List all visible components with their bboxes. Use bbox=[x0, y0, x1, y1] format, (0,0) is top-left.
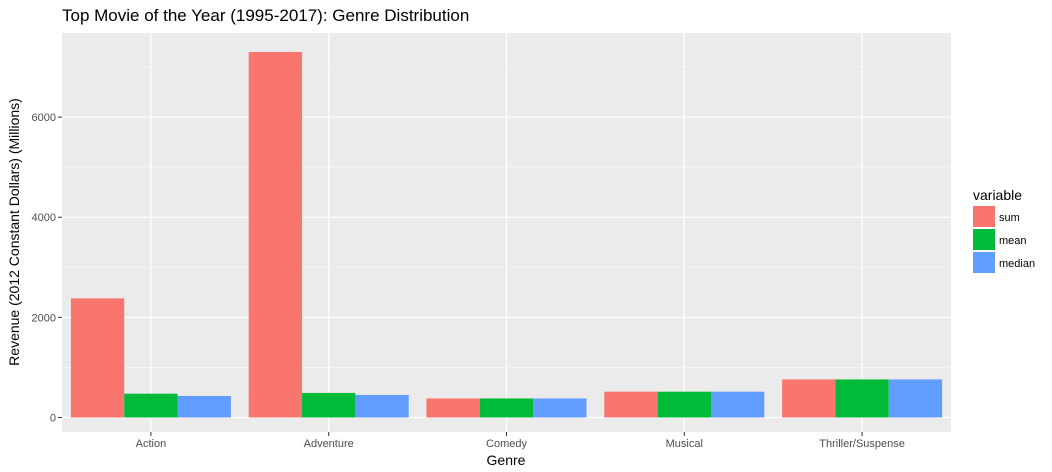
legend-label-median: median bbox=[999, 258, 1035, 270]
bar-mean bbox=[835, 379, 889, 418]
y-axis-ticks: 0 2000 4000 6000 bbox=[32, 112, 62, 424]
legend-label-mean: mean bbox=[999, 235, 1027, 247]
x-axis-ticks: Action Adventure Comedy Musical Thriller/Sus… bbox=[136, 432, 905, 450]
bar-sum bbox=[604, 391, 658, 418]
bar-sum bbox=[70, 298, 125, 418]
bar-median bbox=[888, 379, 943, 418]
x-tick-label: Musical bbox=[666, 438, 703, 450]
bar-sum bbox=[782, 379, 836, 418]
y-axis-title: Revenue (2012 Constant Dollars) (Million… bbox=[6, 98, 22, 366]
y-tick-label: 4000 bbox=[32, 212, 56, 224]
bar-sum bbox=[426, 398, 480, 418]
bar-mean bbox=[302, 392, 356, 418]
legend-title: variable bbox=[973, 187, 1022, 203]
bar-mean bbox=[479, 398, 534, 418]
bar-mean bbox=[124, 393, 178, 418]
bars bbox=[70, 52, 943, 418]
y-tick-label: 6000 bbox=[32, 112, 56, 124]
legend-key-median bbox=[973, 252, 995, 273]
legend-key-mean bbox=[973, 229, 995, 250]
bar-median bbox=[177, 395, 231, 418]
bar-median bbox=[355, 394, 409, 418]
x-axis-title: Genre bbox=[487, 452, 526, 468]
x-tick-label: Thriller/Suspense bbox=[819, 438, 905, 450]
legend-key-sum bbox=[973, 206, 995, 227]
bar-sum bbox=[248, 52, 303, 418]
legend-label-sum: sum bbox=[999, 212, 1020, 224]
bar-median bbox=[710, 391, 765, 418]
grid bbox=[62, 33, 951, 432]
x-tick-label: Action bbox=[136, 438, 167, 450]
x-tick-label: Comedy bbox=[486, 438, 527, 450]
x-tick-label: Adventure bbox=[304, 438, 354, 450]
legend: variable sum mean median bbox=[973, 187, 1035, 273]
chart-title: Top Movie of the Year (1995-2017): Genre… bbox=[62, 6, 469, 25]
y-tick-label: 2000 bbox=[32, 312, 56, 324]
bar-mean bbox=[657, 391, 711, 418]
y-tick-label: 0 bbox=[50, 412, 56, 424]
bar-median bbox=[533, 398, 587, 418]
